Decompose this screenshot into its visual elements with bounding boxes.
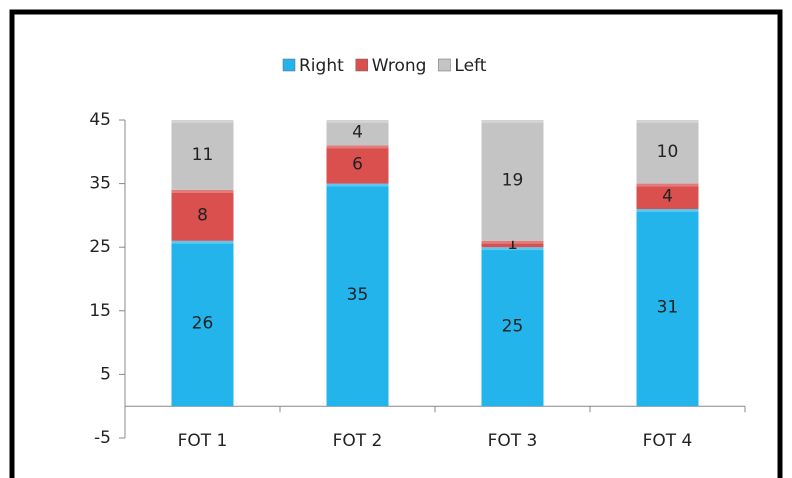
x-tick-label: FOT 4 xyxy=(643,431,693,451)
bar-highlight xyxy=(171,189,234,193)
legend-label: Right xyxy=(299,56,344,76)
legend-label: Wrong xyxy=(372,56,427,76)
legend-swatch xyxy=(282,58,296,72)
bar-segment xyxy=(171,189,234,241)
bar-segment xyxy=(481,240,544,248)
data-label: 11 xyxy=(192,145,214,165)
y-tick-label: 25 xyxy=(89,237,111,257)
data-label: 25 xyxy=(502,317,524,337)
data-label: 19 xyxy=(502,170,524,190)
legend-swatch xyxy=(355,58,369,72)
frame xyxy=(9,9,783,478)
data-label: 8 xyxy=(197,205,208,225)
y-tick-label: 5 xyxy=(100,364,111,384)
bar-highlight xyxy=(171,120,234,123)
y-tick-label: 15 xyxy=(89,301,111,321)
bar-segment xyxy=(481,247,544,407)
bar-segment xyxy=(636,120,699,184)
data-label: 6 xyxy=(352,155,363,175)
bar-highlight xyxy=(326,120,389,123)
data-label: 10 xyxy=(657,142,679,162)
x-tick-label: FOT 2 xyxy=(333,431,383,451)
bar-segment xyxy=(481,120,544,241)
bar-highlight xyxy=(481,120,544,123)
data-label: 26 xyxy=(192,314,214,334)
bar-segment xyxy=(326,120,389,146)
bar-segment xyxy=(326,183,389,407)
bar-highlight xyxy=(326,145,389,149)
data-label: 35 xyxy=(347,285,369,305)
bar-highlight xyxy=(636,183,699,187)
x-tick-label: FOT 3 xyxy=(488,431,538,451)
data-label: 4 xyxy=(662,186,673,206)
y-tick-label: -5 xyxy=(94,428,111,448)
data-label: 1 xyxy=(507,234,518,254)
legend-label: Left xyxy=(454,56,486,76)
bar-highlight xyxy=(636,120,699,123)
y-tick-label: 35 xyxy=(89,174,111,194)
bar-segment xyxy=(636,183,699,210)
bar-highlight xyxy=(481,240,544,244)
bar-segment xyxy=(326,145,389,184)
data-label: 4 xyxy=(352,123,363,143)
data-label: 31 xyxy=(657,298,679,318)
bar-highlight xyxy=(326,183,389,187)
legend-swatch xyxy=(438,58,451,72)
bar-highlight xyxy=(171,240,234,244)
x-tick-label: FOT 1 xyxy=(178,431,228,451)
bar-segment xyxy=(636,209,699,407)
bar-highlight xyxy=(481,247,544,251)
bar-segment xyxy=(171,240,234,407)
y-tick-label: 45 xyxy=(89,110,111,130)
bar-highlight xyxy=(636,209,699,213)
bar-segment xyxy=(171,120,234,190)
